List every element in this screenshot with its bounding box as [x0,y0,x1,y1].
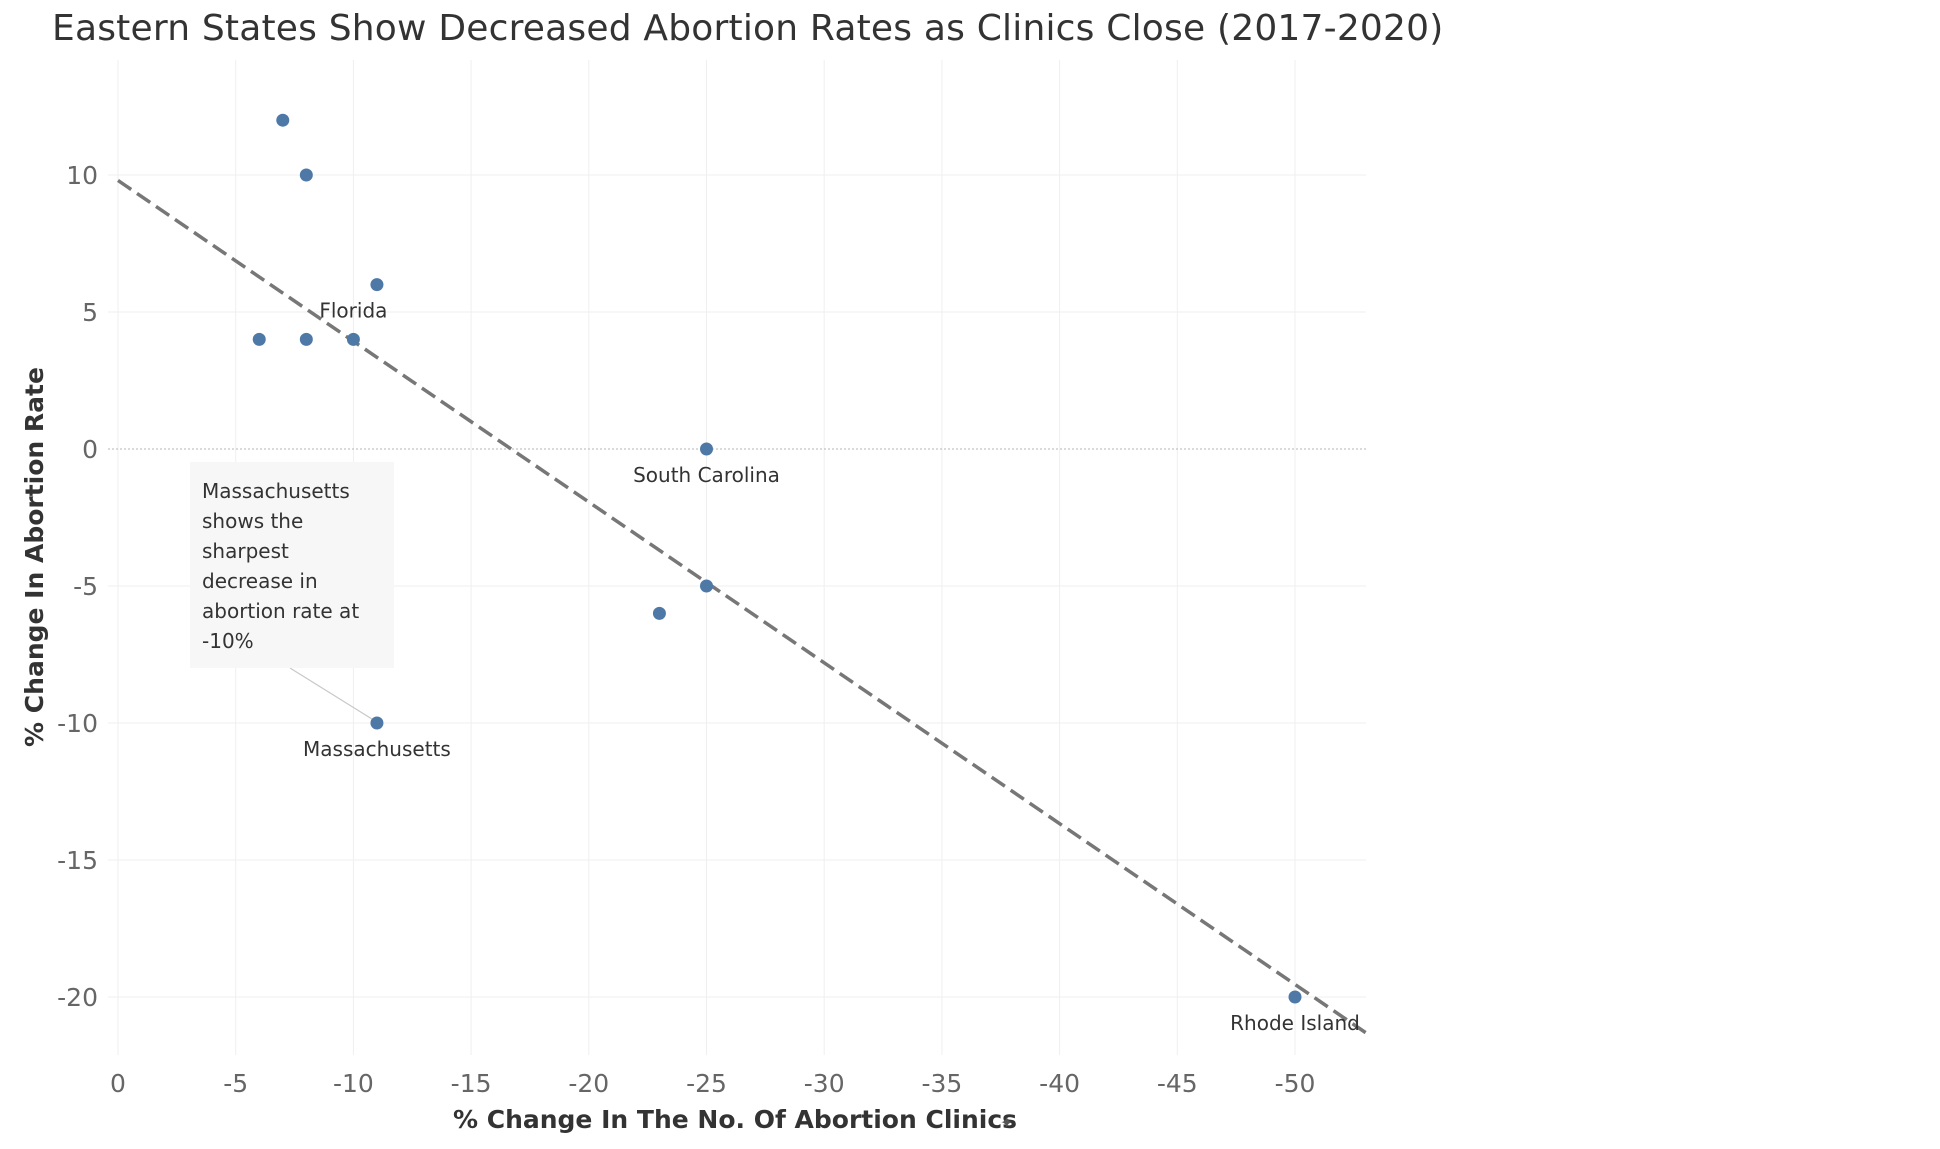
y-tick-label: -15 [57,846,98,875]
point-label: Rhode Island [1230,1011,1360,1035]
annotation-line: Massachusetts [202,479,350,503]
data-point[interactable] [370,716,384,730]
x-tick-label: 0 [110,1069,126,1098]
x-tick-label: -45 [1157,1069,1198,1098]
data-point[interactable] [252,332,266,346]
data-points [252,113,1302,1004]
data-point[interactable] [346,332,360,346]
data-point[interactable] [299,168,313,182]
x-tick-label: -50 [1275,1069,1316,1098]
data-point[interactable] [1288,990,1302,1004]
x-tick-label: -10 [333,1069,374,1098]
y-tick-label: -5 [73,572,98,601]
y-tick-label: -10 [57,709,98,738]
x-tick-label: -20 [568,1069,609,1098]
point-label: Massachusetts [303,737,451,761]
y-tick-label: 5 [82,298,98,327]
x-tick-label: -40 [1039,1069,1080,1098]
x-tick-label: -25 [686,1069,727,1098]
annotation-line: decrease in [202,569,318,593]
y-tick-label: 10 [66,161,98,190]
point-labels: Florida South Carolina Massachusetts Rhode … [303,298,1360,1035]
data-point[interactable] [652,606,666,620]
sort-pin-icon[interactable]: ✦ [1000,1113,1013,1132]
data-point[interactable] [700,442,713,456]
y-tick-label: 0 [82,435,98,464]
point-label: Florida [319,298,387,322]
x-tick-label: -35 [921,1069,962,1098]
x-tick-label: -15 [451,1069,492,1098]
annotation-line: -10% [202,629,254,653]
x-tick-label: -5 [223,1069,248,1098]
data-point[interactable] [299,332,313,346]
annotation-line: abortion rate at [202,599,360,623]
annotation-line: shows the [202,509,304,533]
y-axis-title: % Change In Abortion Rate [20,367,49,747]
x-tick-label: -30 [804,1069,845,1098]
chart-title: Eastern States Show Decreased Abortion R… [52,8,1444,49]
data-point[interactable] [700,579,713,593]
annotation-connector-layer [289,667,373,720]
data-point[interactable] [370,278,384,292]
gridlines [108,60,1366,1055]
x-axis-title: % Change In The No. Of Abortion Clinics [453,1105,1017,1134]
annotation-box: Massachusetts shows the sharpest decrease i… [190,462,394,668]
y-tick-label: -20 [57,983,98,1012]
annotation-connector [289,667,373,720]
annotation-line: sharpest [202,539,289,563]
point-label: South Carolina [633,463,780,487]
data-point[interactable] [276,113,290,127]
tick-labels: 0 -5 -10 -15 -20 -25 -30 -35 -40 -45 -50 10 5 0 -5 -10 -… [57,161,1315,1098]
